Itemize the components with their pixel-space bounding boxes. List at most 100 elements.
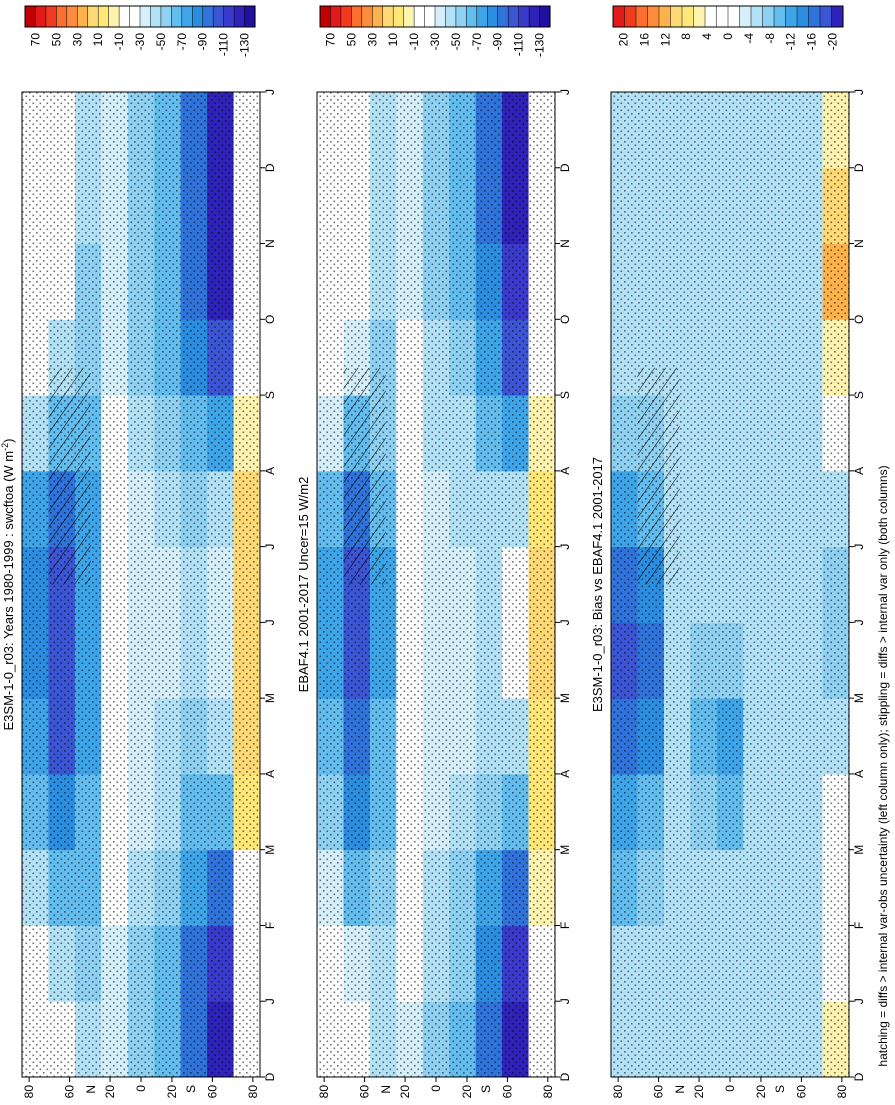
colorbar: 70 50 30 10 -10 -30 -50 -70 -90 -110 -130 xyxy=(319,5,551,57)
figure-footer: hatching = diffs > internal var-obs unce… xyxy=(876,465,890,1066)
colorbar-swatch xyxy=(704,5,718,28)
month-tick-label: F xyxy=(852,922,866,929)
colorbar-swatch xyxy=(739,5,752,28)
colorbar-swatch xyxy=(466,5,478,28)
month-tick-label: J xyxy=(558,998,572,1004)
month-tick-label: J xyxy=(558,544,572,550)
lat-tick-label: 20 xyxy=(460,1085,474,1099)
colorbar-swatch xyxy=(319,5,332,28)
colorbar-label: -30 xyxy=(428,33,442,51)
colorbar-swatch xyxy=(507,5,520,28)
colorbar-swatch xyxy=(413,5,426,28)
hatching-overlay xyxy=(637,367,680,585)
colorbar-swatch xyxy=(487,5,499,28)
month-tick-label: A xyxy=(852,467,866,475)
month-tick-label: F xyxy=(558,922,572,929)
colorbar-label: -110 xyxy=(217,33,231,56)
panel-title: EBAF4.1 2001-2017 Uncer=15 W/m2 xyxy=(296,477,311,693)
colorbar-swatch xyxy=(727,5,741,28)
colorbar-label: 50 xyxy=(344,33,358,47)
colorbar-swatch xyxy=(181,5,193,28)
month-tick-label: D xyxy=(263,1072,277,1081)
colorbar-label: 70 xyxy=(28,33,42,47)
colorbar-label: 4 xyxy=(700,33,714,40)
colorbar-swatch xyxy=(750,5,764,28)
colorbar-swatch xyxy=(87,5,99,28)
month-tick-label: J xyxy=(852,89,866,95)
colorbar-swatch xyxy=(202,5,214,28)
colorbar-swatch xyxy=(139,5,152,28)
colorbar: 20 16 12 8 4 0 -4 -8 -12 -16 -20 xyxy=(612,5,844,51)
lat-tick-label: 80 xyxy=(541,1085,555,1099)
colorbar-label: -130 xyxy=(238,33,252,57)
month-tick-label: D xyxy=(558,1072,572,1081)
lat-tick-label: 60 xyxy=(205,1085,219,1099)
colorbar-label: 12 xyxy=(658,33,672,47)
month-tick-label: N xyxy=(852,239,866,248)
colorbar-swatch xyxy=(160,5,172,28)
colorbar-swatch xyxy=(716,5,729,28)
colorbar-swatch xyxy=(244,5,256,28)
colorbar-swatch xyxy=(192,5,204,28)
colorbar-swatch xyxy=(24,5,37,28)
colorbar-swatch xyxy=(518,5,530,28)
colorbar-swatch xyxy=(424,5,436,28)
colorbar-swatch xyxy=(762,5,775,28)
hatching-overlay xyxy=(343,367,386,585)
colorbar-label: 16 xyxy=(637,33,651,47)
month-tick-label: S xyxy=(852,391,866,399)
colorbar-swatch xyxy=(434,5,447,28)
colorbar-swatch xyxy=(171,5,183,28)
colorbar-swatch xyxy=(658,5,672,28)
colorbar-label: 30 xyxy=(70,33,84,47)
lat-tick-label: 60 xyxy=(63,1085,77,1099)
lat-tick-label: 60 xyxy=(500,1085,514,1099)
colorbar-swatch xyxy=(108,5,120,28)
lat-tick-label: 0 xyxy=(134,1085,148,1092)
colorbar-swatch xyxy=(635,5,649,28)
colorbar-label: 70 xyxy=(323,33,337,47)
lat-hemisphere-label: N xyxy=(673,1085,687,1094)
colorbar-swatch xyxy=(647,5,660,28)
colorbar-label: 10 xyxy=(91,33,105,47)
colorbar-swatch xyxy=(476,5,488,28)
colorbar-swatch xyxy=(785,5,798,28)
colorbar-label: -16 xyxy=(805,33,819,51)
colorbar-swatch xyxy=(45,5,57,28)
lat-hemisphere-label: N xyxy=(379,1085,393,1094)
title-end: ) xyxy=(1,439,16,443)
colorbar-swatch xyxy=(212,5,225,28)
colorbar-swatch xyxy=(392,5,405,28)
colorbar-swatch xyxy=(497,5,509,28)
month-tick-label: D xyxy=(263,163,277,172)
month-tick-label: M xyxy=(263,693,277,703)
colorbar-swatch xyxy=(773,5,787,28)
colorbar-swatch xyxy=(403,5,415,28)
month-tick-label: A xyxy=(263,770,277,778)
month-tick-label: J xyxy=(263,619,277,625)
colorbar-label: 0 xyxy=(721,33,735,40)
lat-tick-label: 20 xyxy=(398,1085,412,1099)
month-tick-label: D xyxy=(852,163,866,172)
month-tick-label: M xyxy=(852,845,866,855)
colorbar-swatch xyxy=(77,5,89,28)
lat-tick-label: 20 xyxy=(692,1085,706,1099)
month-tick-label: F xyxy=(263,922,277,929)
colorbar-label: 8 xyxy=(679,33,693,40)
colorbar-label: 50 xyxy=(49,33,63,47)
colorbar-label: -70 xyxy=(470,33,484,51)
colorbar-swatch xyxy=(382,5,394,28)
lat-tick-label: 20 xyxy=(754,1085,768,1099)
colorbar-swatch xyxy=(693,5,706,28)
colorbar-label: -50 xyxy=(154,33,168,51)
colorbar-frame xyxy=(612,5,844,28)
colorbar-frame xyxy=(319,5,551,28)
month-tick-label: J xyxy=(852,998,866,1004)
colorbar-label: -30 xyxy=(133,33,147,51)
colorbar-swatch xyxy=(223,5,235,28)
lat-tick-label: 80 xyxy=(611,1085,625,1099)
colorbar-swatch xyxy=(819,5,833,28)
month-tick-label: J xyxy=(852,544,866,550)
colorbar-swatch xyxy=(35,5,47,28)
